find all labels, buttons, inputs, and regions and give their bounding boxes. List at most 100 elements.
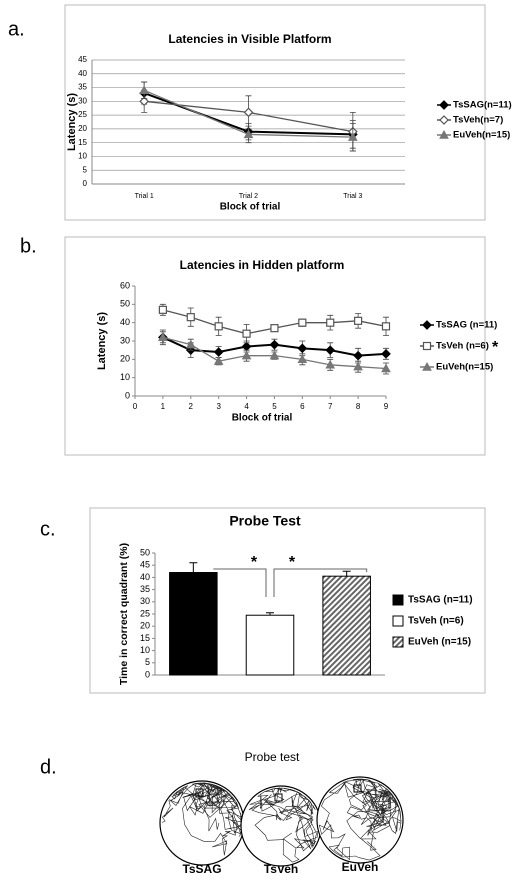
platform bbox=[353, 784, 362, 793]
legend-label: TsSAG(n=11) bbox=[453, 100, 512, 111]
marker bbox=[325, 359, 336, 369]
x-tick-label: 5 bbox=[272, 402, 277, 411]
y-axis-label: Time in correct quadrant (%) bbox=[118, 543, 130, 685]
y-tick-label: 0 bbox=[145, 669, 150, 679]
x-tick-label: 2 bbox=[189, 402, 194, 411]
marker bbox=[241, 350, 252, 360]
error-bar bbox=[189, 562, 198, 573]
trajectory bbox=[161, 782, 243, 856]
y-axis-label: Latency (s) bbox=[96, 312, 108, 370]
marker bbox=[214, 322, 223, 331]
x-tick-label: Trial 2 bbox=[239, 193, 258, 200]
y-tick-label: 20 bbox=[120, 354, 130, 364]
significance-bracket bbox=[273, 568, 368, 597]
legend-swatch bbox=[392, 594, 404, 606]
marker bbox=[241, 341, 252, 352]
legend-marker bbox=[439, 100, 449, 110]
marker bbox=[158, 305, 167, 314]
marker bbox=[353, 361, 363, 371]
y-tick-label: 50 bbox=[120, 299, 130, 309]
legend-swatch bbox=[392, 636, 404, 648]
y-tick-label: 10 bbox=[78, 152, 87, 161]
y-tick-label: 0 bbox=[83, 179, 88, 188]
y-tick-label: 35 bbox=[78, 83, 87, 92]
marker bbox=[269, 339, 280, 350]
error-bar bbox=[266, 612, 274, 616]
marker bbox=[243, 107, 254, 118]
y-tick-label: 15 bbox=[78, 138, 87, 147]
y-tick-label: 35 bbox=[140, 584, 150, 594]
marker bbox=[158, 332, 168, 342]
probe-title: Probe test bbox=[245, 750, 300, 764]
x-axis-label: Block of trial bbox=[220, 202, 281, 213]
panel-label: a. bbox=[8, 18, 25, 40]
panel-frame bbox=[64, 236, 486, 456]
x-tick-label: 1 bbox=[161, 402, 166, 411]
y-tick-label: 45 bbox=[78, 55, 87, 64]
y-tick-label: 20 bbox=[78, 124, 87, 133]
chart-title: Probe Test bbox=[229, 513, 301, 529]
trajectory bbox=[318, 778, 402, 861]
y-tick-label: 15 bbox=[140, 633, 150, 643]
bar bbox=[322, 575, 371, 676]
marker bbox=[354, 316, 363, 325]
trajectory bbox=[248, 787, 318, 863]
legend-swatch bbox=[392, 615, 404, 627]
marker bbox=[213, 356, 224, 365]
x-tick-label: 8 bbox=[356, 402, 361, 411]
y-tick-label: 50 bbox=[140, 547, 150, 557]
y-tick-label: 40 bbox=[78, 69, 87, 78]
annotation: * bbox=[289, 554, 296, 571]
y-tick-label: 40 bbox=[140, 572, 150, 582]
legend-label: TsSAG (n=11) bbox=[408, 595, 473, 606]
x-tick-label: 4 bbox=[244, 402, 249, 411]
marker bbox=[297, 354, 308, 364]
legend-label: TsVeh(n=7) bbox=[453, 115, 503, 126]
y-tick-label: 25 bbox=[78, 110, 87, 119]
annotation: * bbox=[251, 554, 258, 571]
marker bbox=[243, 129, 254, 139]
marker bbox=[139, 96, 150, 107]
legend-label: EuVeh (n=15) bbox=[408, 637, 471, 648]
y-axis-label: Latency (s) bbox=[66, 93, 78, 151]
marker bbox=[297, 343, 308, 354]
marker bbox=[326, 318, 335, 327]
legend-label: EuVeh(n=15) bbox=[453, 130, 510, 141]
panel-frame bbox=[64, 4, 486, 221]
legend-marker bbox=[422, 320, 432, 330]
marker bbox=[213, 347, 224, 357]
y-tick-label: 5 bbox=[83, 165, 88, 174]
marker bbox=[381, 322, 391, 331]
bar bbox=[245, 614, 295, 676]
panel-label: b. bbox=[20, 235, 37, 257]
legend-label: TsSAG (n=11) bbox=[436, 320, 497, 331]
y-tick-label: 30 bbox=[120, 335, 130, 345]
x-tick-label: 6 bbox=[300, 402, 305, 411]
error-bar bbox=[342, 570, 351, 577]
marker bbox=[270, 324, 279, 333]
y-tick-label: 25 bbox=[140, 608, 150, 618]
significance-bracket bbox=[213, 568, 267, 597]
marker bbox=[186, 313, 195, 322]
legend-marker bbox=[439, 129, 449, 139]
x-tick-label: 7 bbox=[328, 402, 333, 411]
x-tick-label: 9 bbox=[384, 402, 389, 411]
legend-label: TsVeh (n=6) bbox=[408, 616, 464, 627]
marker bbox=[325, 345, 336, 356]
y-tick-label: 10 bbox=[120, 372, 130, 382]
x-tick-label: Trial 3 bbox=[343, 193, 362, 200]
probe-label: EuVeh bbox=[342, 860, 379, 874]
panel-frame bbox=[89, 507, 486, 694]
marker bbox=[139, 85, 150, 95]
marker bbox=[185, 339, 196, 349]
y-tick-label: 30 bbox=[78, 96, 87, 105]
x-tick-label: 0 bbox=[133, 402, 138, 411]
y-tick-label: 20 bbox=[140, 621, 150, 631]
y-tick-label: 10 bbox=[140, 645, 150, 655]
platform bbox=[274, 793, 283, 802]
y-tick-label: 30 bbox=[140, 596, 150, 606]
marker bbox=[298, 318, 307, 327]
marker bbox=[381, 348, 391, 359]
platform bbox=[195, 788, 204, 797]
bar bbox=[169, 572, 218, 676]
